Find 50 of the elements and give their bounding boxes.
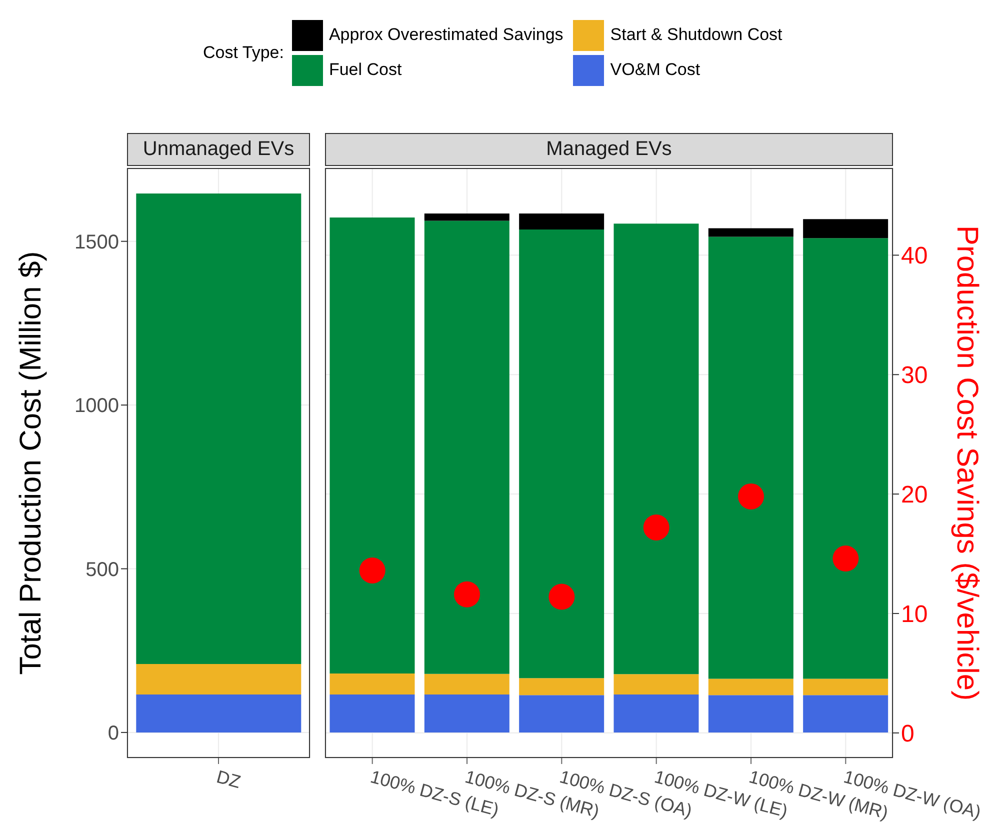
bar [519,678,604,696]
bar [614,224,699,674]
bar [330,217,415,674]
y2-axis-title: Production Cost Savings ($/vehicle) [950,225,984,701]
bar [803,678,888,696]
legend-label: VO&M Cost [610,60,700,80]
bar [424,214,510,221]
point [359,557,386,584]
bar [614,694,699,732]
y-tick-label: 1500 [74,231,119,254]
legend-title: Cost Type: [203,42,284,62]
bar [708,236,794,679]
y2-tick-label: 0 [901,720,914,748]
bar [708,695,794,732]
bar [708,678,794,696]
bar [424,674,510,694]
point [738,483,764,510]
bar [519,214,604,230]
y2-tick-label: 20 [901,482,928,509]
bar [803,238,888,679]
legend-label: Fuel Cost [328,60,402,80]
bar [424,694,510,732]
y-tick-label: 500 [86,558,119,581]
bar [803,219,888,238]
point [454,581,480,608]
y-tick-label: 0 [108,722,119,745]
legend-label: Start & Shutdown Cost [610,25,782,45]
bar [136,694,302,732]
bar [330,694,415,732]
bar [708,228,794,237]
legend-label: Approx Overestimated Savings [328,25,564,45]
chart-title: Managed EVs [325,133,893,166]
y-tick-label: 1000 [74,395,119,418]
chart-title: Unmanaged EVs [127,133,310,166]
y2-tick-label: 10 [901,601,928,628]
x-tick-label: DZ [214,766,243,792]
point [832,546,859,572]
point [643,514,670,540]
point [548,584,575,610]
bar [519,230,604,678]
bar [330,674,415,694]
y-axis-title: Total Production Cost (Million $) [14,251,48,675]
bar [519,695,604,732]
y2-tick-label: 40 [901,242,928,270]
bar [614,674,699,694]
bar [136,664,302,694]
bar [136,194,302,664]
bar [803,695,888,732]
y2-tick-label: 30 [901,362,928,390]
bar [424,220,510,674]
